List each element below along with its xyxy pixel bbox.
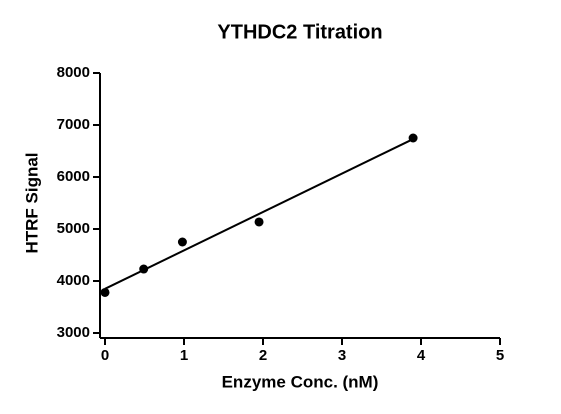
y-tick-label: 5000 bbox=[57, 220, 90, 237]
data-point bbox=[254, 217, 264, 227]
fit-line bbox=[104, 138, 414, 290]
x-tick-label: 4 bbox=[417, 347, 426, 364]
x-tick-label: 3 bbox=[338, 347, 346, 364]
x-tick-label: 1 bbox=[180, 347, 188, 364]
data-point bbox=[100, 287, 110, 297]
x-tick-label: 2 bbox=[259, 347, 267, 364]
chart-title: YTHDC2 Titration bbox=[217, 21, 382, 43]
data-point bbox=[177, 237, 187, 247]
y-tick-label: 7000 bbox=[57, 116, 90, 133]
x-axis-label: Enzyme Conc. (nM) bbox=[222, 372, 379, 391]
x-tick-label: 5 bbox=[496, 347, 504, 364]
y-axis-label: HTRF Signal bbox=[22, 152, 41, 253]
y-tick-label: 6000 bbox=[57, 168, 90, 185]
y-tick-label: 8000 bbox=[57, 64, 90, 81]
y-tick-label: 3000 bbox=[57, 324, 90, 341]
x-tick-label: 0 bbox=[101, 347, 109, 364]
y-tick-label: 4000 bbox=[57, 272, 90, 289]
